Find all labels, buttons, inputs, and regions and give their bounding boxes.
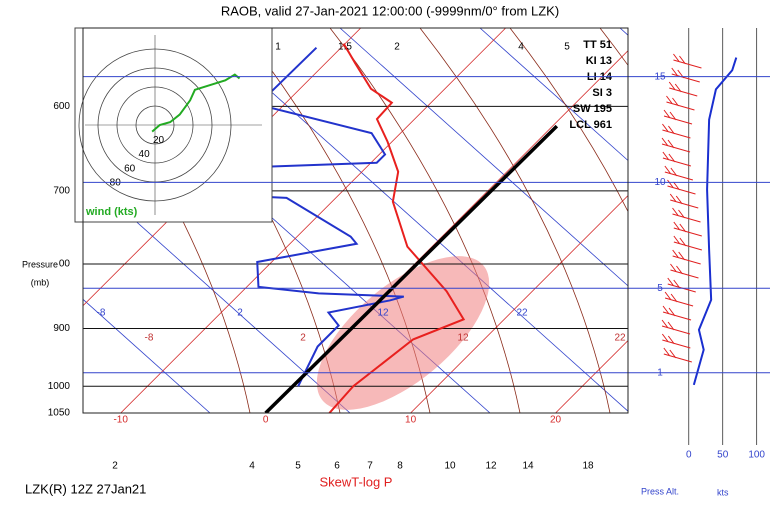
height-axis-label: Press Alt. xyxy=(641,486,679,496)
guide-label: 1.5 xyxy=(338,42,352,53)
wind-barb xyxy=(661,137,691,153)
wind-barb xyxy=(662,305,692,321)
station-label: LZK(R) 12Z 27Jan21 xyxy=(25,481,146,496)
guide-curve xyxy=(329,28,521,413)
isotherm xyxy=(120,28,506,413)
x-tick-label: 0 xyxy=(263,415,269,426)
profile-line xyxy=(179,46,405,387)
guide-label: -8 xyxy=(145,333,154,344)
guide-label: 8 xyxy=(397,461,403,472)
wind-barb xyxy=(668,81,698,97)
wind-barb xyxy=(673,53,702,69)
y-tick-label: 700 xyxy=(53,185,70,196)
speed-axis-label: kts xyxy=(717,487,729,497)
guide-curve xyxy=(509,28,628,213)
index-label: TT 51 xyxy=(583,39,612,51)
guide-label: 7 xyxy=(367,461,373,472)
isotherm xyxy=(555,339,628,413)
wind-barb xyxy=(672,207,701,223)
index-label: SI 3 xyxy=(592,87,612,99)
wind-barb xyxy=(670,263,699,279)
guide-label: 10 xyxy=(444,461,456,472)
guide-label: 22 xyxy=(516,308,528,319)
hodograph-ring-label: 60 xyxy=(124,163,136,174)
hodograph-ring-label: 20 xyxy=(153,135,165,146)
y-axis-label: Pressure xyxy=(22,259,58,269)
chart-title: RAOB, valid 27-Jan-2021 12:00:00 (-9999n… xyxy=(221,3,559,18)
guide-label: 2 xyxy=(300,333,306,344)
guide-line xyxy=(479,28,628,162)
hodograph-ring-label: 40 xyxy=(139,149,151,160)
y-tick-label: 1050 xyxy=(48,408,71,419)
speed-tick-label: 50 xyxy=(717,450,729,461)
guide-label: 5 xyxy=(295,461,301,472)
speed-tick-label: 0 xyxy=(686,450,692,461)
x-axis-label: SkewT-log P xyxy=(320,474,393,489)
y-tick-label: 00 xyxy=(59,259,71,270)
guide-label: -8 xyxy=(97,308,106,319)
wind-barb xyxy=(663,347,692,363)
guide-label: 12 xyxy=(457,333,469,344)
index-label: KI 13 xyxy=(586,55,612,67)
wind-barb xyxy=(673,221,702,237)
guide-curve xyxy=(419,28,611,413)
guide-label: 5 xyxy=(564,42,570,53)
guide-label: 6 xyxy=(334,461,340,472)
wind-barb xyxy=(672,249,701,265)
wind-barb xyxy=(669,193,699,209)
isotherm xyxy=(410,195,628,413)
hodograph-ring-label: 80 xyxy=(110,178,122,189)
guide-label: 12 xyxy=(485,461,497,472)
plot-frame xyxy=(82,27,629,414)
profile-line xyxy=(328,43,466,413)
guide-label: 18 xyxy=(582,461,594,472)
guide-label: 12 xyxy=(377,308,389,319)
y-tick-label: 1000 xyxy=(48,381,71,392)
profile-line xyxy=(264,124,559,413)
hodograph-line xyxy=(151,73,241,133)
guide-label: 22 xyxy=(614,333,626,344)
hodograph-label: wind (kts) xyxy=(85,206,138,218)
x-tick-label: 20 xyxy=(550,415,562,426)
speed-tick-label: 100 xyxy=(748,450,765,461)
guide-label: 4 xyxy=(249,461,255,472)
guide-label: 2 xyxy=(237,308,243,319)
wind-barb xyxy=(673,235,703,251)
x-tick-label: -10 xyxy=(113,415,128,426)
y-tick-label: 600 xyxy=(53,101,70,112)
guide-label: 1 xyxy=(275,42,281,53)
wind-barb xyxy=(661,319,691,335)
hodograph-ring xyxy=(78,48,232,202)
wind-barb xyxy=(664,165,694,181)
y-tick-label: 900 xyxy=(53,323,70,334)
hodograph-ring xyxy=(116,86,194,164)
guide-label: 4 xyxy=(518,42,524,53)
guide-label: 14 xyxy=(522,461,534,472)
wind-barb xyxy=(666,95,695,111)
wind-barb xyxy=(661,333,691,349)
wind-barb xyxy=(667,179,696,195)
wind-barb xyxy=(664,291,694,307)
index-label: SW 195 xyxy=(573,103,612,115)
guide-line xyxy=(339,28,628,287)
hodograph-ring xyxy=(135,105,175,145)
wind-speed-line xyxy=(692,57,738,386)
y-axis-unit: (mb) xyxy=(31,277,50,287)
highlight-area xyxy=(316,256,490,410)
x-tick-label: 10 xyxy=(405,415,417,426)
guide-label: 2 xyxy=(112,461,118,472)
wind-barb xyxy=(662,151,692,167)
wind-barb xyxy=(662,123,691,139)
guide-line xyxy=(83,298,211,413)
guide-label: 2 xyxy=(394,42,400,53)
index-label: LCL 961 xyxy=(569,119,612,131)
wind-barb xyxy=(663,109,693,125)
